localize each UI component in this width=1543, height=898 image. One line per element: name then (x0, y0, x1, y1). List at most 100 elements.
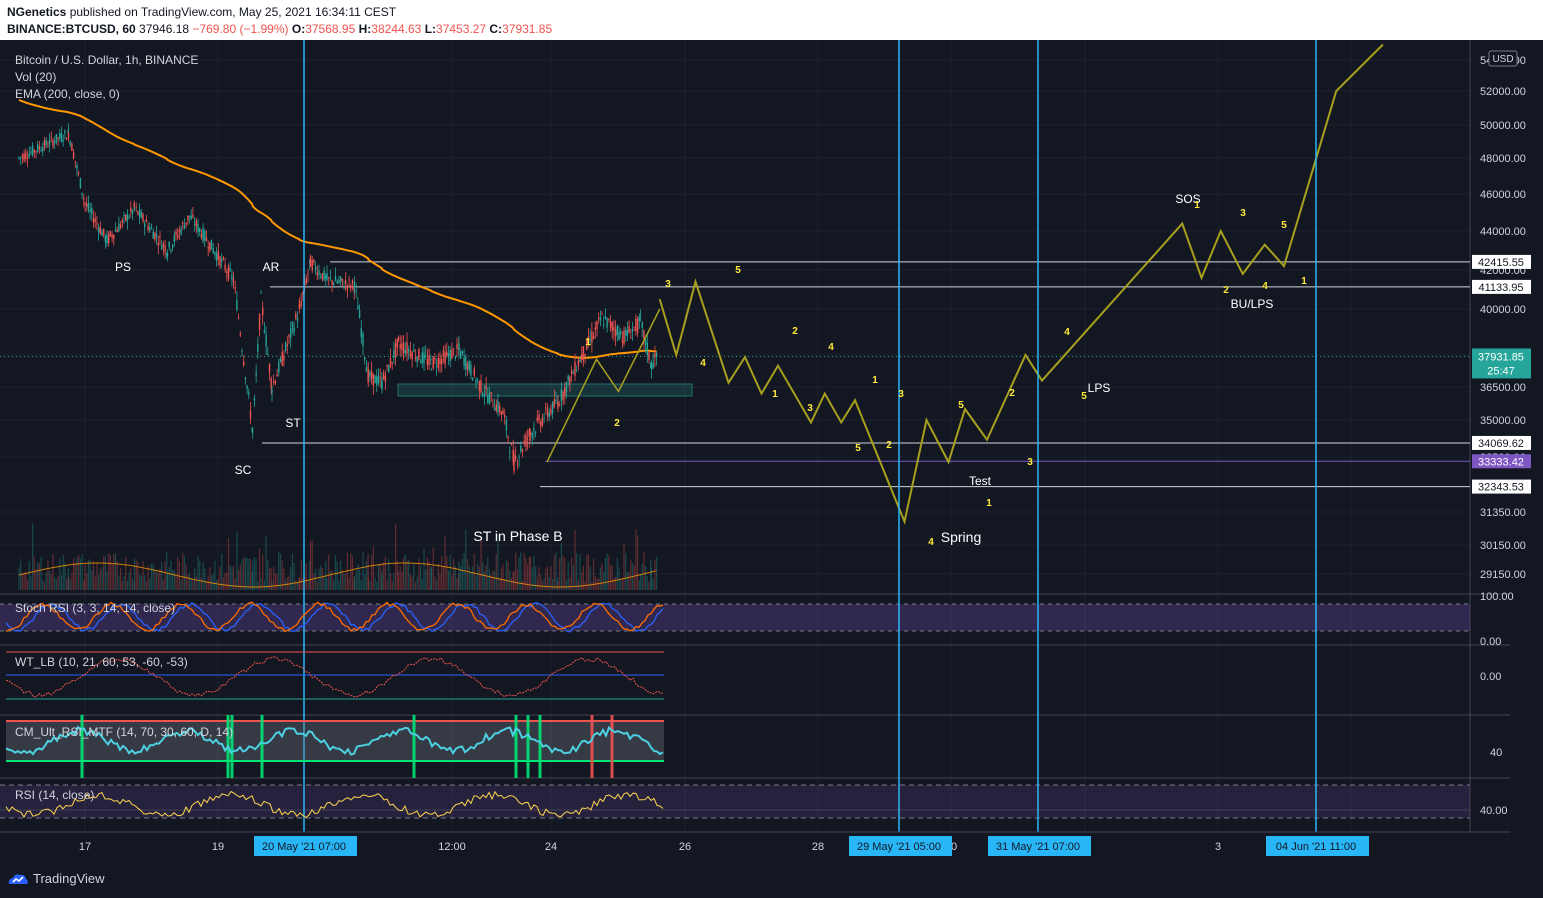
volume-bar (641, 563, 643, 590)
candle-body (582, 346, 585, 360)
candle-body (391, 362, 393, 364)
volume-bar (620, 580, 622, 590)
volume-bar (159, 568, 161, 590)
volume-bar (79, 559, 81, 590)
wave-digit-label: 2 (614, 418, 620, 429)
candle-body (128, 216, 130, 218)
cm-ult-rsi-legend[interactable]: CM_Ult_RSI_MTF (14, 70, 30, 60, D, 14) (15, 725, 234, 739)
volume-bar (23, 571, 25, 590)
candle-body (551, 402, 554, 414)
volume-ma-line (18, 562, 657, 588)
volume-bar (83, 580, 85, 590)
chart-canvas[interactable]: PS AR SC ST ST in Phase B Spring Test LPS SOS BU/… (0, 40, 1543, 862)
price-tick-label: 40000.00 (1480, 304, 1526, 316)
price-tick-label: 52000.00 (1480, 86, 1526, 98)
candle-body (406, 342, 408, 354)
time-highlight-box (254, 836, 357, 856)
volume-bar (241, 558, 243, 590)
volume-bar (465, 529, 467, 590)
volume-bar (485, 565, 487, 590)
candle-body (540, 421, 542, 427)
stoch-rsi-legend[interactable]: Stoch RSI (3, 3, 14, 14, close) (15, 601, 176, 615)
main-legend[interactable]: Bitcoin / U.S. Dollar, 1h, BINANCE (15, 53, 199, 67)
volume-bar (638, 580, 640, 590)
candle-body (437, 357, 439, 368)
candle-body (444, 352, 446, 365)
candle-body (144, 223, 146, 228)
candle-body (113, 234, 115, 240)
candle-body (418, 348, 420, 360)
volume-bar (260, 577, 262, 590)
cm-rsi-tick-label: 40 (1490, 747, 1502, 759)
volume-bar (199, 560, 201, 590)
candle-body (104, 235, 107, 243)
candle-body (621, 340, 624, 343)
candle-body (91, 208, 93, 215)
volume-bar (106, 571, 108, 590)
candle-body (258, 314, 261, 330)
candle-body (309, 255, 312, 267)
candle-body (383, 372, 385, 380)
candle-body (451, 350, 453, 359)
candle-body (488, 393, 491, 404)
volume-bar (381, 575, 383, 590)
candle-body (650, 363, 652, 368)
candle-body (434, 357, 436, 360)
volume-bar (238, 570, 240, 590)
candle-body (131, 209, 134, 214)
candle-body (533, 427, 535, 431)
volume-bar (328, 554, 330, 590)
volume-bar (466, 558, 469, 590)
volume-bar (645, 566, 647, 590)
candle-body (338, 280, 340, 283)
volume-bar (608, 555, 610, 590)
candle-body (262, 307, 264, 316)
volume-bar (510, 577, 513, 590)
volume-bar (133, 581, 135, 590)
stoch-rsi-lines (5, 601, 664, 633)
ema-legend[interactable]: EMA (200, close, 0) (15, 87, 120, 101)
candle-body (500, 411, 503, 415)
candle-body (650, 363, 653, 370)
candle-body (108, 234, 110, 244)
volume-bar (67, 576, 70, 590)
candle-body (316, 272, 318, 276)
volume-bar (94, 576, 96, 590)
vol-legend[interactable]: Vol (20) (15, 70, 57, 84)
volume-bar (283, 568, 285, 590)
volume-bar (461, 558, 463, 590)
volume-bar (45, 572, 47, 590)
tradingview-logo[interactable]: TradingView (7, 871, 105, 886)
volume-bar (96, 562, 98, 590)
candle-body (584, 353, 586, 357)
wave-digit-label: 1 (585, 337, 591, 348)
volume-bar (329, 571, 331, 590)
volume-bar (495, 553, 497, 590)
volume-bar (323, 576, 325, 590)
volume-bar (557, 577, 559, 590)
stoch-rsi-line (5, 601, 664, 633)
candle-body (362, 333, 364, 347)
candle-body (166, 253, 169, 257)
volume-bar (515, 552, 517, 590)
volume-bar (120, 568, 122, 590)
wt-lb-legend[interactable]: WT_LB (10, 21, 60, 53, -60, -53) (15, 655, 188, 669)
candle-body (177, 234, 179, 238)
volume-bar (630, 560, 632, 590)
volume-bar (113, 554, 115, 590)
wyckoff-label-lps: LPS (1088, 381, 1111, 395)
volume-bar (444, 536, 446, 590)
candle-body (386, 364, 388, 367)
volume-bar (447, 570, 450, 590)
candle-body (499, 405, 501, 413)
candle-body (71, 143, 73, 152)
currency-button-label: USD (1492, 54, 1513, 65)
volume-bar (154, 570, 156, 590)
price-tick-label: 36500.00 (1480, 382, 1526, 394)
rsi-legend[interactable]: RSI (14, close) (15, 788, 95, 802)
candle-body (267, 353, 269, 355)
volume-bar (409, 574, 411, 590)
candle-body (35, 151, 37, 153)
volume-bar (71, 573, 73, 590)
author-name[interactable]: NGenetics (7, 5, 67, 19)
